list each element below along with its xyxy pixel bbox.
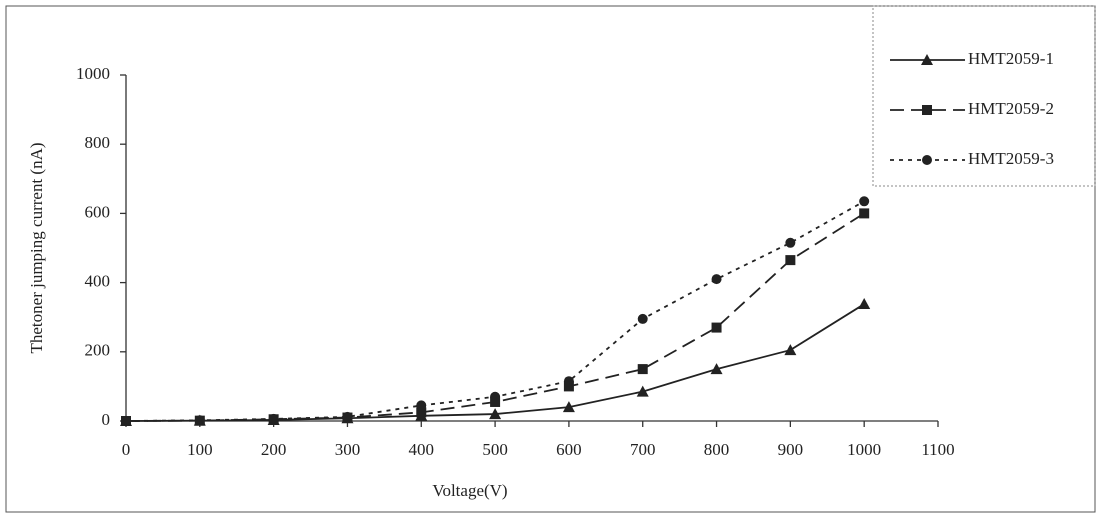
marker xyxy=(785,237,796,248)
marker xyxy=(268,413,279,424)
marker xyxy=(490,396,501,407)
x-tick-label: 100 xyxy=(187,440,213,459)
marker xyxy=(416,407,427,418)
chart-frame xyxy=(5,5,1096,513)
marker xyxy=(489,408,502,420)
marker xyxy=(922,155,932,165)
marker xyxy=(562,401,575,413)
marker xyxy=(859,196,870,207)
y-axis-label: Thetoner jumping current (nA) xyxy=(27,142,46,353)
marker xyxy=(490,391,501,402)
marker xyxy=(710,363,723,375)
x-tick-label: 900 xyxy=(778,440,804,459)
legend-label: HMT2059-2 xyxy=(968,99,1054,118)
marker xyxy=(785,255,796,266)
marker xyxy=(711,274,722,285)
marker xyxy=(921,54,933,65)
y-tick-label: 1000 xyxy=(76,64,110,83)
x-axis-label: Voltage(V) xyxy=(432,481,507,500)
legend-label: HMT2059-3 xyxy=(968,149,1054,168)
marker xyxy=(637,364,648,375)
y-tick-label: 800 xyxy=(85,133,111,152)
marker xyxy=(922,105,932,115)
y-tick-label: 0 xyxy=(102,410,111,429)
marker xyxy=(711,322,722,333)
y-tick-label: 200 xyxy=(85,341,111,360)
x-tick-label: 600 xyxy=(556,440,582,459)
marker xyxy=(859,208,870,219)
x-tick-label: 800 xyxy=(704,440,730,459)
legend-label: HMT2059-1 xyxy=(968,49,1054,68)
marker xyxy=(342,411,353,422)
y-tick-label: 400 xyxy=(85,272,111,291)
marker xyxy=(858,298,871,310)
marker xyxy=(636,385,649,397)
marker xyxy=(563,381,574,392)
marker xyxy=(563,376,574,387)
marker xyxy=(194,415,205,426)
marker xyxy=(784,344,797,356)
x-tick-label: 400 xyxy=(409,440,435,459)
x-tick-label: 200 xyxy=(261,440,287,459)
x-tick-label: 700 xyxy=(630,440,656,459)
x-tick-label: 1000 xyxy=(847,440,881,459)
x-tick-label: 1100 xyxy=(921,440,954,459)
marker xyxy=(416,400,427,411)
marker xyxy=(121,416,131,426)
y-tick-label: 600 xyxy=(85,202,111,221)
series-line xyxy=(125,200,865,422)
series-line xyxy=(125,212,865,422)
x-tick-label: 300 xyxy=(335,440,361,459)
marker xyxy=(637,313,648,324)
x-tick-label: 500 xyxy=(482,440,508,459)
x-tick-label: 0 xyxy=(122,440,131,459)
legend-box xyxy=(872,5,1096,187)
